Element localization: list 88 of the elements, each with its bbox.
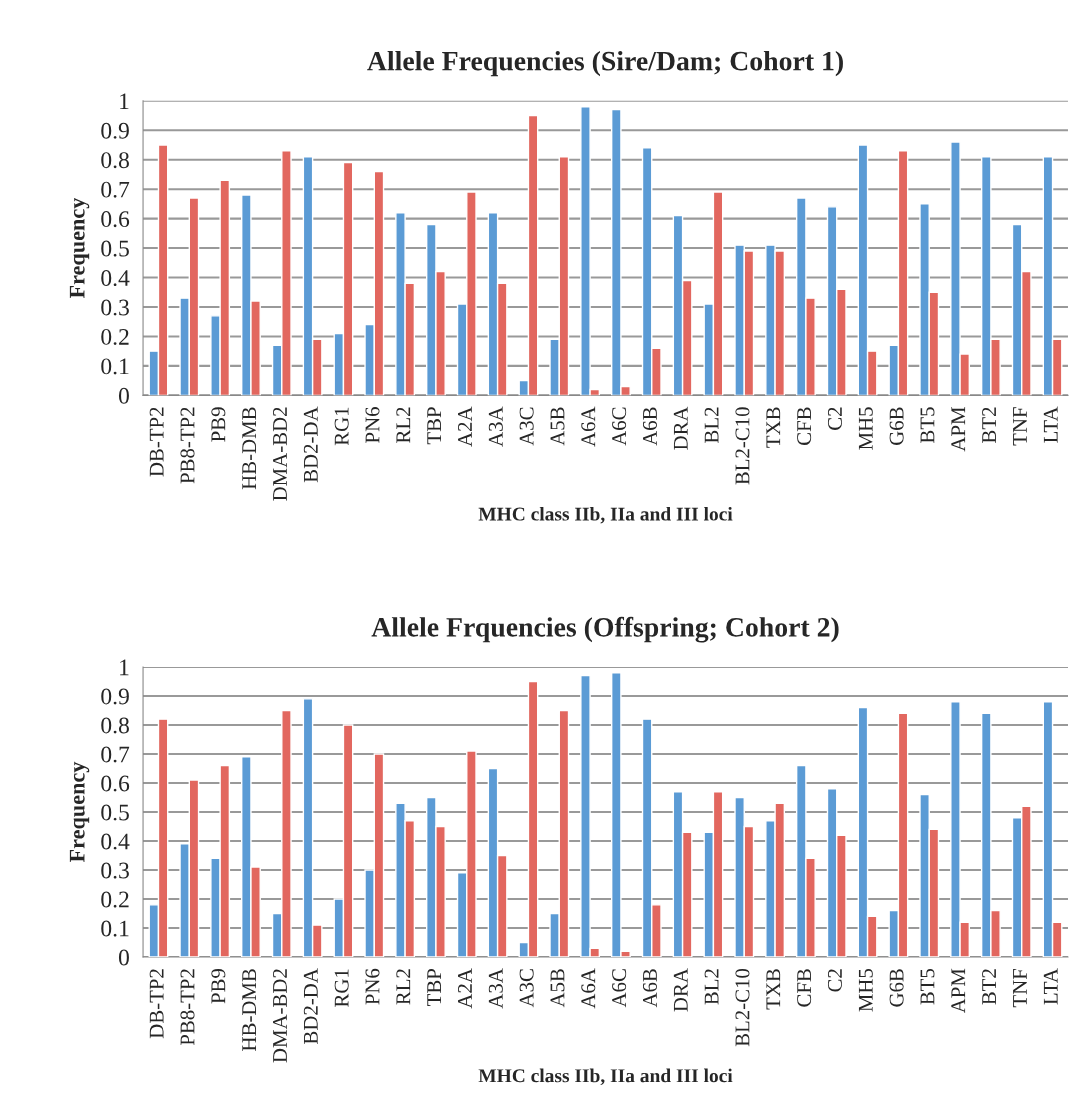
y-tick-label: 0.3 (101, 299, 129, 316)
y-tick-label: 0.7 (101, 181, 130, 198)
x-tick-label: A6B (642, 969, 657, 1008)
y-tick-label: 0.4 (101, 833, 130, 850)
y-tick-label: 0.7 (101, 746, 130, 763)
x-tick-label: A6A (581, 406, 596, 447)
y-axis-title: Frequency (69, 197, 90, 299)
x-tick-label: A3C (519, 407, 534, 446)
x-tick-label: PB9 (211, 407, 226, 442)
x-tick-label: RL2 (396, 969, 411, 1005)
x-tick-label: RL2 (396, 407, 411, 443)
y-tick-label: 0 (118, 387, 129, 404)
x-tick-label: A3A (488, 406, 503, 447)
y-tick-label: 1 (120, 93, 129, 109)
x-tick-label: DB-TP2 (149, 407, 164, 477)
y-tick-label: 0.1 (101, 920, 129, 937)
y-tick-label: 0.6 (101, 775, 130, 792)
x-tick-label: A5B (550, 969, 565, 1008)
x-tick-label: G6B (889, 407, 904, 445)
x-tick-label: PB8-TP2 (180, 407, 195, 484)
y-tick-label: 0.2 (101, 328, 129, 345)
x-tick-label: A3C (519, 969, 534, 1008)
x-tick-label: BL2-C10 (735, 407, 750, 485)
x-tick-label: APM (951, 407, 966, 452)
x-tick-label: A3A (488, 968, 503, 1009)
x-tick-label: BD2-DA (303, 968, 318, 1044)
x-tick-label: A5B (550, 407, 565, 446)
y-tick-label: 0.9 (101, 122, 129, 139)
y-tick-label: 0.2 (101, 891, 129, 908)
x-tick-label: A6C (612, 407, 627, 446)
x-tick-label: APM (951, 968, 966, 1014)
y-tick-label: 0.9 (101, 688, 129, 705)
x-tick-label: BT5 (920, 968, 935, 1005)
x-tick-label: DB-TP2 (149, 969, 164, 1039)
x-tick-label: PB9 (211, 969, 226, 1004)
x-tick-label: MH5 (858, 968, 873, 1012)
x-tick-label: LTA (1043, 406, 1058, 443)
x-tick-label: DMA-BD2 (273, 969, 287, 1063)
x-tick-label: A2A (457, 406, 472, 447)
x-tick-label: TNF (1013, 968, 1027, 1008)
x-axis-title: MHC class IIb, IIa and III loci (478, 1068, 733, 1086)
y-tick-label: 0.8 (101, 152, 129, 169)
x-tick-label: HB-DMB (242, 407, 257, 490)
x-tick-label: CFB (797, 969, 812, 1007)
y-axis-title: Frequency (69, 761, 90, 863)
y-tick-label: 0.4 (101, 270, 130, 287)
x-tick-label: A6A (581, 968, 596, 1009)
x-tick-label: G6B (889, 969, 904, 1007)
x-tick-label: A6B (642, 407, 657, 446)
x-tick-label: MH5 (858, 407, 873, 450)
y-tick-label: 0.8 (101, 717, 129, 734)
x-tick-label: TNF (1013, 407, 1027, 446)
x-tick-label: TXB (766, 407, 781, 448)
x-tick-label: LTA (1043, 968, 1058, 1005)
x-tick-label: PB8-TP2 (180, 969, 195, 1046)
x-tick-label: BL2 (704, 407, 719, 443)
x-tick-label: BL2 (704, 969, 719, 1005)
y-tick-label: 0.6 (101, 211, 130, 228)
chart-title: Allele Frequencies (Sire/Dam; Cohort 1) (367, 50, 843, 77)
x-tick-label: DMA-BD2 (273, 407, 287, 501)
x-tick-label: TXB (766, 969, 781, 1010)
x-tick-label: BL2-C10 (735, 968, 750, 1047)
x-tick-label: PN6 (365, 968, 380, 1005)
y-tick-label: 0.1 (101, 358, 129, 375)
x-tick-label: DRA (673, 406, 688, 450)
x-tick-label: RG1 (334, 969, 349, 1007)
x-tick-label: BT2 (982, 969, 996, 1005)
x-tick-label: C2 (827, 969, 842, 992)
x-tick-label: DRA (673, 968, 688, 1012)
x-tick-label: HB-DMB (242, 969, 257, 1051)
y-tick-label: 0.5 (101, 240, 129, 257)
x-tick-label: BT2 (982, 407, 996, 443)
x-tick-label: RG1 (334, 407, 349, 446)
y-tick-label: 0 (118, 949, 129, 966)
x-tick-label: PN6 (365, 407, 380, 443)
x-tick-label: TBP (427, 968, 442, 1006)
chart-title: Allele Frquencies (Offspring; Cohort 2) (371, 616, 839, 643)
x-tick-label: A2A (457, 968, 472, 1009)
x-tick-label: TBP (427, 407, 442, 445)
x-tick-label: C2 (827, 407, 842, 430)
y-tick-label: 0.5 (101, 804, 129, 821)
y-tick-label: 1 (120, 659, 129, 676)
y-tick-label: 0.3 (101, 862, 129, 879)
x-axis-title: MHC class IIb, IIa and III loci (478, 506, 733, 524)
x-tick-label: CFB (797, 407, 812, 445)
x-tick-label: A6C (612, 969, 627, 1008)
x-tick-label: BT5 (920, 407, 935, 443)
x-tick-label: BD2-DA (303, 406, 318, 483)
